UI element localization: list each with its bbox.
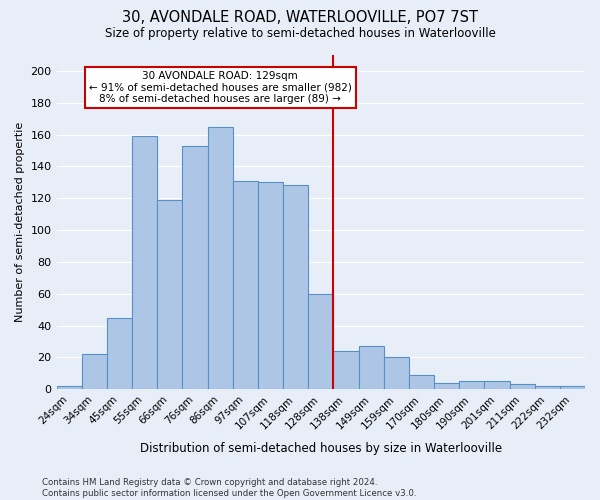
Bar — [509, 384, 535, 389]
Bar — [107, 318, 132, 389]
Bar — [359, 346, 383, 389]
Bar — [233, 180, 258, 389]
Text: 30, AVONDALE ROAD, WATERLOOVILLE, PO7 7ST: 30, AVONDALE ROAD, WATERLOOVILLE, PO7 7S… — [122, 10, 478, 25]
Y-axis label: Number of semi-detached propertie: Number of semi-detached propertie — [15, 122, 25, 322]
Bar — [434, 383, 459, 389]
Bar — [535, 386, 560, 389]
Bar — [283, 186, 308, 389]
Bar — [484, 381, 509, 389]
Bar — [157, 200, 182, 389]
Bar — [182, 146, 208, 389]
Bar — [208, 126, 233, 389]
Bar — [56, 386, 82, 389]
Bar — [334, 351, 359, 389]
Text: Contains HM Land Registry data © Crown copyright and database right 2024.
Contai: Contains HM Land Registry data © Crown c… — [42, 478, 416, 498]
X-axis label: Distribution of semi-detached houses by size in Waterlooville: Distribution of semi-detached houses by … — [140, 442, 502, 455]
Bar — [82, 354, 107, 389]
Bar — [560, 386, 585, 389]
Bar — [409, 375, 434, 389]
Bar — [308, 294, 334, 389]
Bar — [258, 182, 283, 389]
Bar — [132, 136, 157, 389]
Bar — [383, 358, 409, 389]
Text: 30 AVONDALE ROAD: 129sqm
← 91% of semi-detached houses are smaller (982)
8% of s: 30 AVONDALE ROAD: 129sqm ← 91% of semi-d… — [89, 71, 352, 104]
Text: Size of property relative to semi-detached houses in Waterlooville: Size of property relative to semi-detach… — [104, 28, 496, 40]
Bar — [459, 381, 484, 389]
